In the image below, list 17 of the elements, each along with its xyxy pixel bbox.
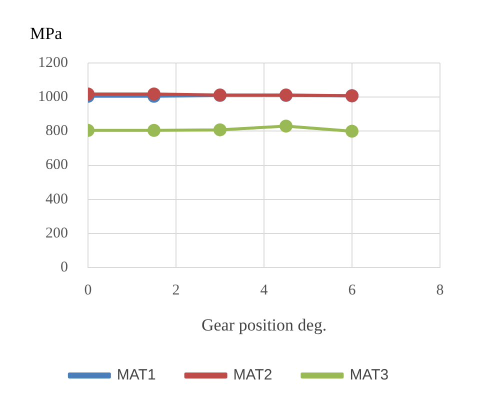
x-tick-label: 8 <box>436 282 444 299</box>
x-tick-label: 4 <box>260 282 268 299</box>
y-tick-label: 800 <box>46 123 68 140</box>
x-tick-label: 0 <box>84 282 92 299</box>
y-axis-title: MPa <box>30 24 63 43</box>
x-tick-label: 2 <box>172 282 180 299</box>
y-tick-label: 0 <box>60 260 68 276</box>
x-axis-title: Gear position deg. <box>201 315 327 334</box>
y-tick-label: 200 <box>46 225 68 242</box>
y-tick-label: 600 <box>46 157 68 174</box>
y-tick-label: 1200 <box>38 54 68 71</box>
legend-label: MAT3 <box>350 366 389 384</box>
legend-label: MAT1 <box>116 366 156 384</box>
legend-label: MAT2 <box>233 366 272 384</box>
y-tick-label: 1000 <box>38 89 68 106</box>
x-tick-label: 6 <box>348 282 356 299</box>
y-tick-label: 400 <box>46 191 68 208</box>
